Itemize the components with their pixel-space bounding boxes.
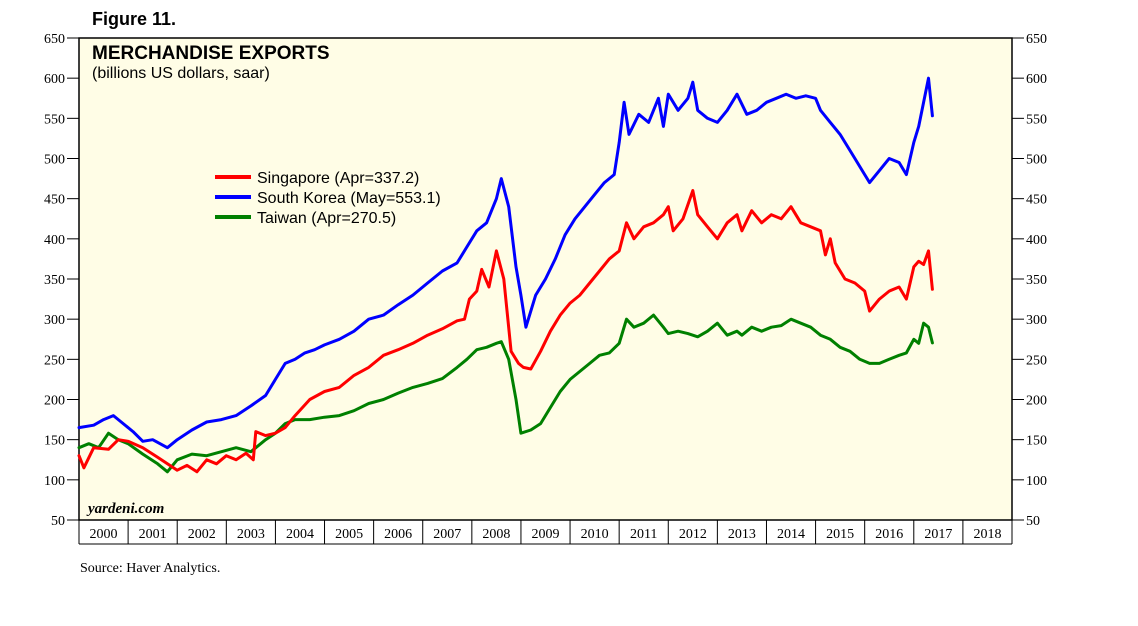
y-tick-label-right: 450 bbox=[1026, 193, 1047, 208]
legend-label-south-korea: South Korea (May=553.1) bbox=[257, 190, 441, 207]
y-tick-label-right: 150 bbox=[1026, 434, 1047, 449]
x-tick-label: 2018 bbox=[973, 527, 1001, 542]
source-note: Source: Haver Analytics. bbox=[80, 561, 220, 576]
x-tick-label: 2008 bbox=[482, 527, 510, 542]
series-line-taiwan bbox=[77, 313, 934, 474]
x-tick-label: 2013 bbox=[728, 527, 756, 542]
y-tick-label-left: 550 bbox=[44, 112, 65, 127]
x-tick-label: 2011 bbox=[630, 527, 657, 542]
x-tick-label: 2014 bbox=[777, 527, 805, 542]
y-tick-label-right: 500 bbox=[1026, 153, 1047, 168]
y-axis-left: 50 100 150 200 250 300 350 400 450 500 550 600 650 bbox=[44, 32, 79, 529]
y-tick-label-left: 50 bbox=[51, 514, 65, 529]
y-tick-label-right: 250 bbox=[1026, 353, 1047, 368]
x-tick-label: 2012 bbox=[679, 527, 707, 542]
x-tick-label: 2000 bbox=[90, 527, 118, 542]
x-tick-label: 2016 bbox=[875, 527, 903, 542]
x-tick-label: 2010 bbox=[581, 527, 609, 542]
yardeni-watermark: yardeni.com bbox=[86, 501, 164, 517]
y-tick-label-left: 350 bbox=[44, 273, 65, 288]
chart-title: MERCHANDISE EXPORTS bbox=[92, 43, 330, 64]
y-tick-label-left: 600 bbox=[44, 72, 65, 87]
y-tick-label-left: 400 bbox=[44, 233, 65, 248]
y-tick-label-right: 650 bbox=[1026, 32, 1047, 47]
chart-subtitle: (billions US dollars, saar) bbox=[92, 65, 270, 82]
x-tick-label: 2002 bbox=[188, 527, 216, 542]
y-tick-label-left: 250 bbox=[44, 353, 65, 368]
y-tick-label-right: 100 bbox=[1026, 474, 1047, 489]
series-line-singapore bbox=[77, 189, 934, 474]
y-axis-right: 50 100 150 200 250 300 350 400 450 500 550 600 650 bbox=[1012, 32, 1047, 529]
y-tick-label-right: 600 bbox=[1026, 72, 1047, 87]
x-tick-label: 2006 bbox=[384, 527, 412, 542]
legend-label-taiwan: Taiwan (Apr=270.5) bbox=[257, 210, 396, 227]
legend-label-singapore: Singapore (Apr=337.2) bbox=[257, 170, 419, 187]
y-tick-label-left: 200 bbox=[44, 394, 65, 409]
y-tick-label-right: 350 bbox=[1026, 273, 1047, 288]
series-line-south-korea bbox=[77, 76, 934, 450]
y-tick-label-left: 450 bbox=[44, 193, 65, 208]
y-tick-label-left: 150 bbox=[44, 434, 65, 449]
legend: Singapore (Apr=337.2) South Korea (May=55… bbox=[215, 170, 441, 227]
x-axis: 2000 2001 2002 2003 2004 2005 2006 2007 2008 2009… bbox=[78, 520, 1013, 545]
figure-label: Figure 11. bbox=[92, 9, 176, 29]
x-tick-label: 2007 bbox=[433, 527, 461, 542]
y-tick-label-right: 300 bbox=[1026, 313, 1047, 328]
y-tick-label-right: 400 bbox=[1026, 233, 1047, 248]
y-tick-label-left: 300 bbox=[44, 313, 65, 328]
y-tick-label-right: 50 bbox=[1026, 514, 1040, 529]
x-tick-label: 2005 bbox=[335, 527, 363, 542]
y-tick-label-left: 100 bbox=[44, 474, 65, 489]
y-tick-label-left: 650 bbox=[44, 32, 65, 47]
y-tick-label-left: 500 bbox=[44, 153, 65, 168]
x-tick-label: 2009 bbox=[532, 527, 560, 542]
series-layer bbox=[77, 76, 934, 474]
y-tick-label-right: 550 bbox=[1026, 112, 1047, 127]
x-tick-label: 2004 bbox=[286, 527, 314, 542]
x-tick-label: 2015 bbox=[826, 527, 854, 542]
x-tick-label: 2017 bbox=[924, 527, 952, 542]
x-tick-label: 2003 bbox=[237, 527, 265, 542]
x-tick-label: 2001 bbox=[139, 527, 167, 542]
y-tick-label-right: 200 bbox=[1026, 394, 1047, 409]
